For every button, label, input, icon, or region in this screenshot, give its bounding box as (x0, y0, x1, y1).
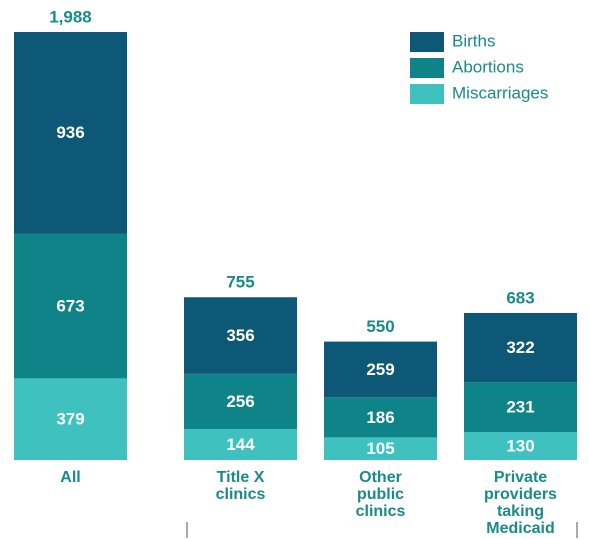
bar-segment (464, 432, 577, 460)
bar-segment (464, 382, 577, 433)
legend-label: Miscarriages (452, 83, 548, 102)
category-line: taking (497, 503, 544, 520)
bar-segment (14, 233, 127, 379)
legend-swatch (410, 58, 444, 78)
bar-segment (14, 32, 127, 234)
total-label: 755 (226, 273, 254, 292)
segment-label: 105 (366, 439, 394, 458)
category-label: Private providers taking Medicaid (484, 469, 557, 537)
segment-label: 259 (366, 360, 394, 379)
segment-label: 322 (506, 338, 534, 357)
category-line: clinics (356, 503, 406, 520)
bar-segment (184, 297, 297, 374)
legend-label: Births (452, 31, 495, 50)
segment-label: 144 (226, 435, 255, 454)
legend-swatch (410, 32, 444, 52)
bar-segment (324, 341, 437, 398)
total-label: 1,988 (49, 7, 92, 26)
segment-label: 936 (56, 123, 84, 142)
category-line: providers (484, 486, 557, 503)
segment-label: 186 (366, 408, 394, 427)
bar-segment (324, 437, 437, 460)
category-line: Private (494, 469, 547, 486)
segment-label: 256 (226, 392, 254, 411)
segment-label: 379 (56, 410, 84, 429)
legend-label: Abortions (452, 57, 524, 76)
segment-label: 356 (226, 326, 254, 345)
total-label: 550 (366, 317, 394, 336)
bar-segment (14, 378, 127, 460)
bar-segment (324, 397, 437, 438)
segment-label: 130 (506, 436, 534, 455)
category-line: Title X (217, 469, 265, 486)
segment-label: 231 (506, 398, 534, 417)
bar-segment (464, 312, 577, 383)
segment-label: 673 (56, 296, 84, 315)
bar-segment (184, 373, 297, 429)
category-label: All (60, 469, 80, 486)
legend-swatch (410, 84, 444, 104)
category-line: clinics (216, 486, 266, 503)
category-label: Other public clinics (356, 469, 406, 520)
bar-segment (184, 428, 297, 460)
category-line: All (60, 469, 80, 486)
category-line: Other (359, 469, 402, 486)
category-line: Medicaid (486, 520, 554, 537)
category-line: public (357, 486, 404, 503)
total-label: 683 (506, 288, 534, 307)
